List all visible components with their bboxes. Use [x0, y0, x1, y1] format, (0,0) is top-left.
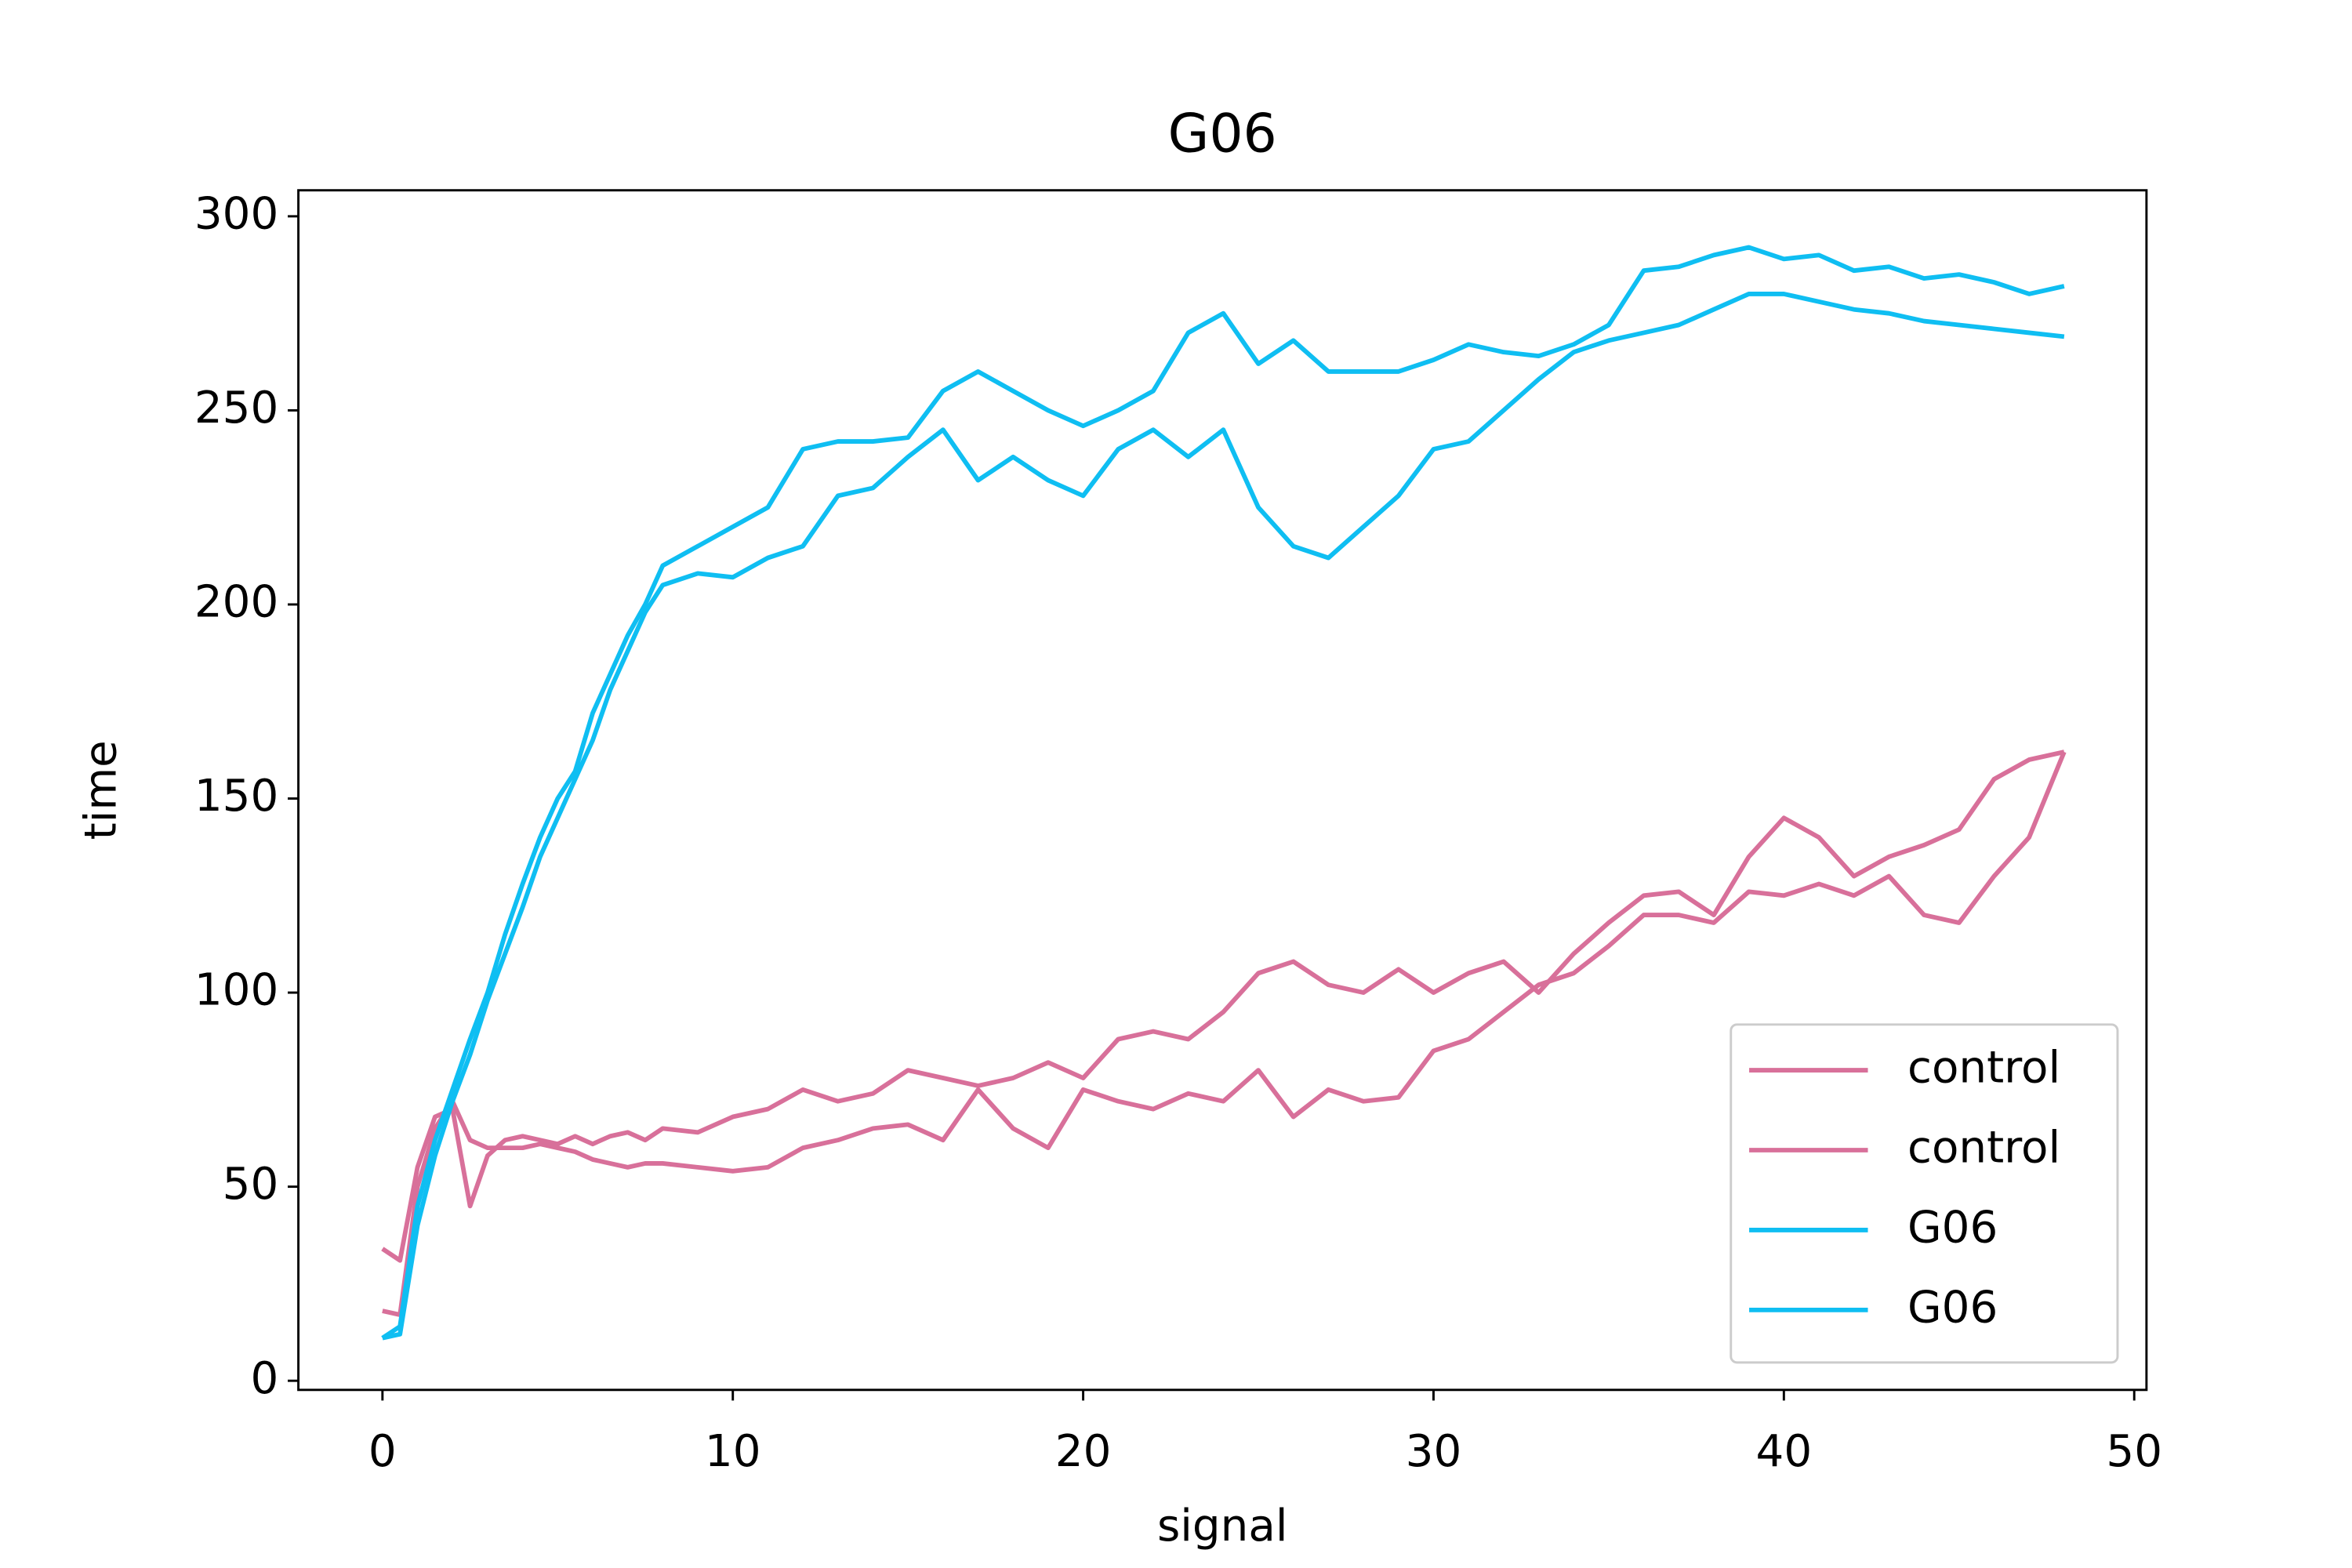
- legend-label: G06: [1907, 1282, 1998, 1333]
- x-tick-label: 10: [705, 1426, 761, 1477]
- x-tick-label: 0: [368, 1426, 397, 1477]
- line-series: [381, 245, 2065, 1341]
- plot-frame: [297, 189, 2148, 1392]
- y-tick-label: 250: [194, 383, 278, 434]
- y-tick-label: 100: [194, 965, 278, 1016]
- legend-label: G06: [1907, 1203, 1998, 1254]
- x-tick-label: 20: [1055, 1426, 1112, 1477]
- legend-label: control: [1907, 1043, 2060, 1094]
- y-tick-label: 200: [194, 577, 278, 628]
- y-tick-label: 150: [194, 771, 278, 822]
- y-tick-label: 50: [223, 1159, 279, 1210]
- x-tick-label: 30: [1406, 1426, 1462, 1477]
- line-series: [381, 750, 2065, 1263]
- y-axis-label: time: [76, 740, 127, 840]
- line-series: [382, 292, 2065, 1341]
- x-tick-label: 50: [2106, 1426, 2162, 1477]
- legend-label: control: [1907, 1123, 2060, 1174]
- x-tick-label: 40: [1756, 1426, 1813, 1477]
- y-tick-label: 300: [194, 189, 278, 240]
- line-series: [382, 751, 2067, 1317]
- legend-box: [1730, 1023, 2119, 1364]
- x-axis-label: signal: [1157, 1501, 1288, 1552]
- chart-title: G06: [1168, 103, 1277, 165]
- y-tick-label: 0: [251, 1353, 279, 1404]
